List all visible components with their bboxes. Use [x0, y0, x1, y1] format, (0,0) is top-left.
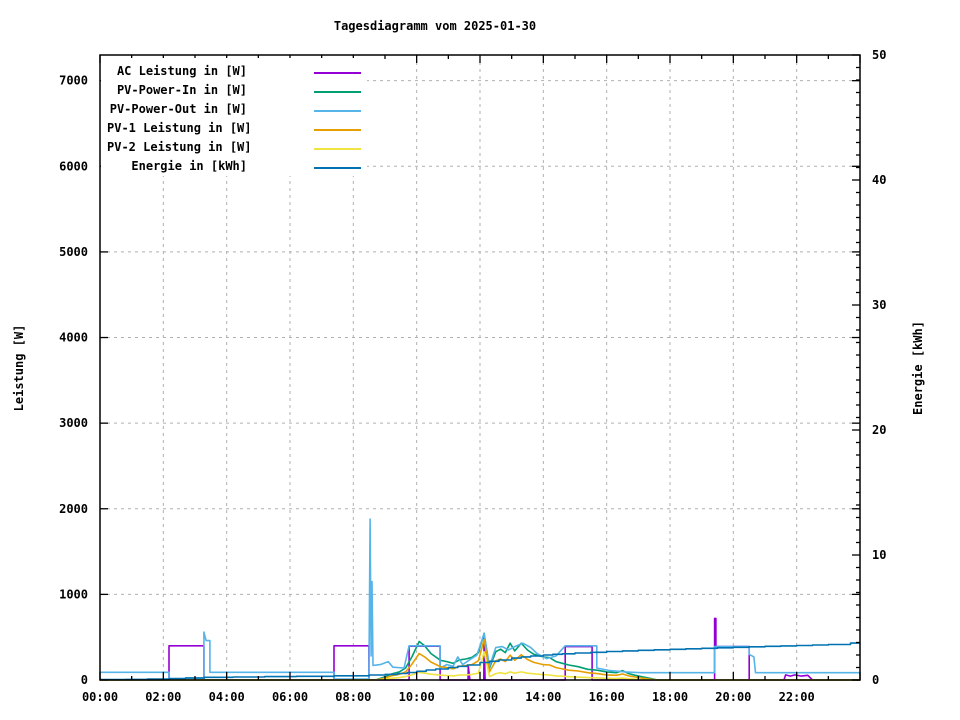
x-tick-label: 10:00 — [399, 690, 435, 704]
x-tick-label: 00:00 — [82, 690, 118, 704]
legend-item: Energie in [kWh] — [101, 159, 367, 177]
y2-tick-label: 30 — [872, 298, 886, 312]
y-axis-label: Leistung [W] — [12, 324, 26, 412]
series-energie — [100, 642, 861, 681]
x-tick-label: 14:00 — [525, 690, 561, 704]
legend-line-swatch — [314, 91, 361, 93]
x-tick-label: 02:00 — [145, 690, 181, 704]
x-tick-label: 08:00 — [335, 690, 371, 704]
gridlines — [100, 55, 860, 680]
y-tick-label: 5000 — [59, 245, 88, 259]
y-tick-label: 4000 — [59, 331, 88, 345]
series-pv-power-in — [100, 632, 860, 681]
y-tick-label: 0 — [81, 673, 88, 687]
y2-tick-label: 20 — [872, 423, 886, 437]
legend-item-label: Energie in [kWh] — [131, 159, 247, 173]
y-tick-label: 2000 — [59, 502, 88, 516]
y2-tick-label: 10 — [872, 548, 886, 562]
legend-item: PV-Power-Out in [W] — [101, 102, 367, 120]
y2-tick-label: 40 — [872, 173, 886, 187]
legend-item-label: AC Leistung in [W] — [116, 64, 247, 78]
legend-item-label: PV-2 Leistung in [W] — [107, 140, 252, 154]
x-tick-label: 20:00 — [715, 690, 751, 704]
legend-item: PV-Power-In in [W] — [101, 83, 367, 101]
series-pv1-leistung — [100, 639, 860, 681]
legend-line-swatch — [314, 167, 361, 169]
x-tick-label: 22:00 — [779, 690, 815, 704]
legend: AC Leistung in [W] PV-Power-In in [W] PV… — [101, 58, 367, 176]
x-tick-label: 12:00 — [462, 690, 498, 704]
y-tick-label: 6000 — [59, 159, 88, 173]
x-tick-label: 04:00 — [209, 690, 245, 704]
legend-item: PV-2 Leistung in [W] — [101, 140, 367, 158]
y-tick-label: 3000 — [59, 416, 88, 430]
y2-axis-label: Energie [kWh] — [911, 321, 925, 415]
y2-tick-label: 0 — [872, 673, 879, 687]
legend-line-swatch — [314, 148, 361, 150]
legend-item-label: PV-Power-In in [W] — [116, 83, 247, 97]
x-tick-label: 18:00 — [652, 690, 688, 704]
legend-line-swatch — [314, 129, 361, 131]
legend-item: PV-1 Leistung in [W] — [101, 121, 367, 139]
y-tick-label: 1000 — [59, 587, 88, 601]
x-tick-label: 06:00 — [272, 690, 308, 704]
y-tick-label: 7000 — [59, 74, 88, 88]
series-pv2-leistung — [100, 650, 860, 681]
legend-line-swatch — [314, 110, 361, 112]
chart-title: Tagesdiagramm vom 2025-01-30 — [333, 19, 537, 33]
legend-item-label: PV-1 Leistung in [W] — [107, 121, 252, 135]
tick-labels: 00:00 02:00 04:00 06:00 08:00 10:00 12:00 14:00… — [59, 48, 886, 704]
x-tick-label: 16:00 — [589, 690, 625, 704]
legend-item-label: PV-Power-Out in [W] — [109, 102, 247, 116]
axis-ticks — [99, 54, 861, 681]
y2-tick-label: 50 — [872, 48, 886, 62]
legend-item: AC Leistung in [W] — [101, 64, 367, 82]
series-lines — [100, 518, 861, 681]
legend-line-swatch — [314, 72, 361, 74]
